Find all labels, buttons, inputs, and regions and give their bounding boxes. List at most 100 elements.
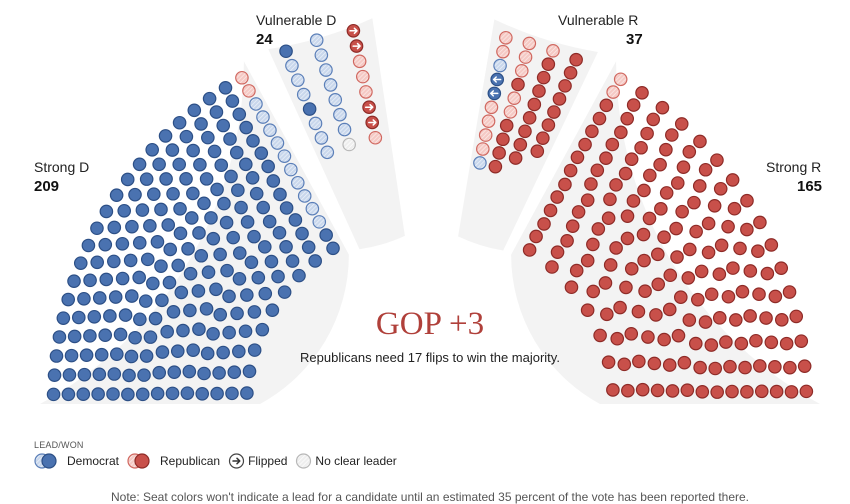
- seat-rep-strong: [617, 357, 632, 372]
- seat-rep-strong: [580, 303, 595, 318]
- seat-rep-strong: [751, 244, 765, 259]
- seat-dem-strong: [87, 309, 102, 324]
- seat-dem-strong: [227, 365, 242, 380]
- seat-dem-lead: [297, 189, 312, 203]
- seat-dem-strong: [132, 236, 147, 250]
- seat-rep-strong: [725, 384, 739, 399]
- seat-dem-strong: [154, 202, 168, 217]
- seat-dem-lead: [493, 58, 507, 73]
- vulnerable-d-label: Vulnerable D: [256, 12, 337, 28]
- seat-rep-strong: [675, 204, 689, 219]
- seat-rep-lead: [359, 85, 373, 99]
- seat-dem-strong: [146, 276, 160, 291]
- seat-rep-strong: [769, 384, 784, 399]
- seat-dem-strong: [159, 172, 173, 186]
- seat-dem-strong: [92, 291, 107, 305]
- seat-dem-strong: [199, 302, 214, 316]
- seat-rep-strong: [707, 198, 722, 213]
- seat-rep-strong: [725, 173, 740, 187]
- seat-dem-strong: [201, 130, 215, 145]
- seat-dem-strong: [238, 324, 253, 339]
- seat-rep-strong: [620, 209, 635, 223]
- seat-dem-strong: [128, 330, 142, 345]
- seat-rep-strong: [708, 361, 723, 376]
- seat-dem-strong: [261, 159, 275, 174]
- seat-rep-strong: [638, 284, 652, 299]
- seat-rep-strong: [695, 385, 710, 399]
- seat-dem-strong: [106, 387, 120, 401]
- seat-dem-strong: [239, 120, 253, 135]
- seat-dem-strong: [124, 349, 139, 364]
- seat-dem-strong: [173, 202, 187, 216]
- seat-dem-strong: [218, 80, 233, 95]
- strong-d-count: 209: [34, 178, 60, 195]
- seat-dem-strong: [167, 365, 182, 379]
- seat-rep-strong: [647, 356, 662, 371]
- seat-rep-strong: [754, 384, 769, 399]
- seat-dem-lead: [320, 145, 335, 160]
- seat-rep-strong: [632, 354, 646, 369]
- seat-dem-strong: [155, 293, 169, 308]
- seat-dem-strong: [326, 241, 340, 256]
- seat-rep-strong: [673, 290, 688, 305]
- seat-dem-strong: [194, 117, 208, 131]
- seat-rep-strong: [657, 332, 671, 347]
- seat-rep-strong: [550, 190, 564, 204]
- seat-dem-strong: [166, 186, 180, 201]
- seat-dem-strong: [90, 221, 104, 236]
- seat-rep-lead: [478, 128, 493, 142]
- seat-rep-strong: [774, 313, 789, 327]
- seat-dem-strong: [222, 325, 236, 340]
- seat-dem-strong: [172, 157, 187, 172]
- seat-dem-strong: [47, 368, 62, 382]
- republican-seat-icon: [127, 452, 157, 470]
- seat-dem-strong: [99, 272, 114, 287]
- seat-dem-strong: [254, 146, 269, 160]
- seat-dem-strong: [161, 218, 176, 232]
- seat-dem-strong: [150, 386, 165, 401]
- seat-rep-strong: [624, 262, 639, 276]
- seat-rep-strong: [743, 264, 758, 278]
- seat-rep-strong: [550, 245, 565, 259]
- seat-rep-strong: [609, 178, 623, 192]
- seat-rep-strong: [590, 163, 605, 178]
- seat-dem-strong: [182, 364, 197, 379]
- legend-label-no-clear-leader: No clear leader: [315, 454, 397, 468]
- seat-rep-strong: [610, 331, 625, 346]
- seat-dem-strong: [135, 203, 150, 217]
- seat-rep-strong: [688, 336, 703, 351]
- seat-dem-strong: [170, 344, 185, 358]
- seat-dem-lead: [270, 136, 285, 150]
- seat-dem-strong: [181, 242, 195, 256]
- seat-dem-strong: [232, 246, 247, 260]
- seat-dem-strong: [83, 273, 97, 288]
- seat-dem-strong: [64, 348, 79, 363]
- seat-dem-strong: [81, 238, 96, 253]
- seat-dem-strong: [152, 157, 166, 172]
- seat-dem-lead: [256, 110, 270, 124]
- seat-dem-strong: [94, 347, 109, 362]
- seat-dem-strong: [242, 364, 257, 379]
- seat-dem-strong: [118, 308, 133, 322]
- seat-dem-strong: [107, 367, 122, 381]
- seat-rep-lead: [476, 142, 490, 156]
- seat-rep-strong: [752, 287, 766, 302]
- seat-dem-strong: [319, 228, 333, 242]
- vulnerable-r-count: 37: [626, 31, 643, 48]
- seat-dem-strong: [145, 142, 160, 157]
- seat-rep-lead: [235, 70, 249, 85]
- seat-dem-strong: [223, 132, 237, 146]
- seat-dem-strong: [279, 239, 293, 254]
- seat-rep-strong: [681, 271, 696, 285]
- seat-rep-strong: [624, 152, 639, 167]
- seat-dem-strong: [79, 348, 94, 362]
- seat-dem-lead: [290, 175, 305, 190]
- seat-rep-strong: [670, 250, 684, 264]
- seat-dem-strong: [123, 253, 138, 268]
- seat-dem-strong: [154, 259, 168, 273]
- seat-dem-strong: [67, 329, 82, 344]
- seat-dem-strong: [120, 172, 135, 187]
- majority-subtitle: Republicans need 17 flips to win the maj…: [300, 350, 560, 365]
- seat-rep-strong: [794, 334, 809, 348]
